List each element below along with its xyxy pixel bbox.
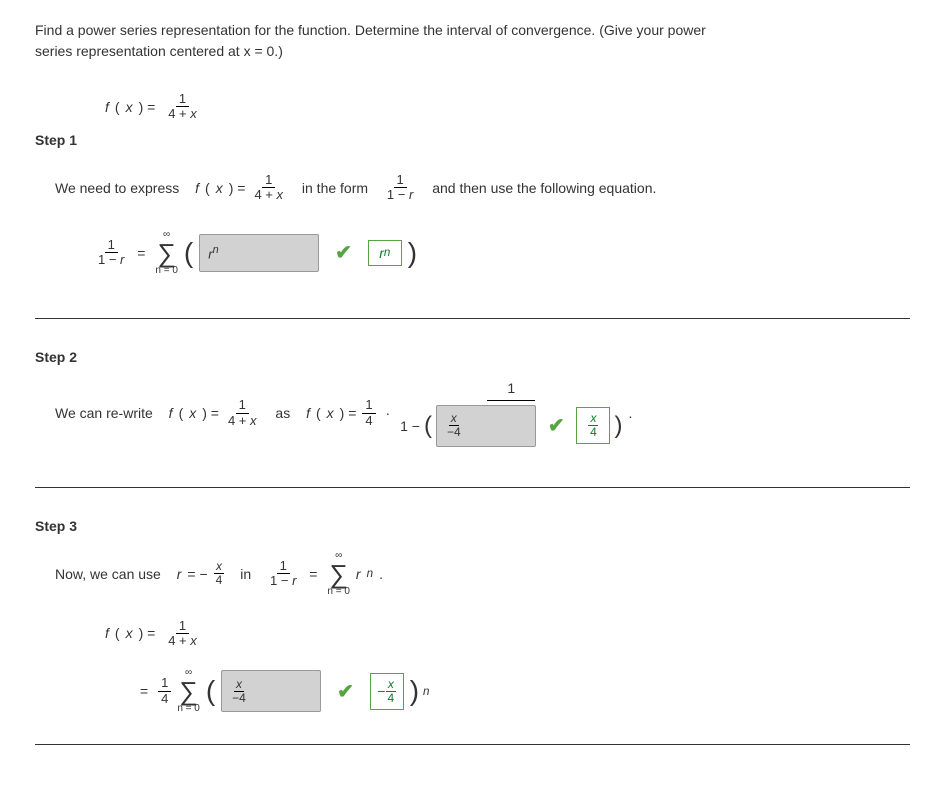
step-2-header: Step 2 <box>35 349 910 365</box>
step-3-correct-answer: − x 4 <box>370 673 404 710</box>
separator-bottom <box>35 744 910 745</box>
step-1-answer-input[interactable]: rn <box>199 234 319 272</box>
step-3-line: Now, we can use r = − x 4 in 1 1 − r = ∞… <box>55 549 910 599</box>
separator <box>35 487 910 488</box>
step-1-text-line: We need to express f(x) = 1 4 + x in the… <box>55 163 910 213</box>
step-2-answer-input[interactable]: x −4 <box>436 405 536 447</box>
step-3-header: Step 3 <box>35 518 910 534</box>
check-icon: ✔ <box>335 240 352 265</box>
function-definition: f(x) = 1 4 + x <box>105 92 910 122</box>
step-2-line: We can re-write f(x) = 1 4 + x as f(x) =… <box>55 380 910 447</box>
step-2-correct-answer: x 4 <box>576 407 610 444</box>
step-2: Step 2 We can re-write f(x) = 1 4 + x as… <box>35 349 910 447</box>
step-1-correct-answer: rn <box>368 240 402 266</box>
step-3-fx: f(x) = 1 4 + x <box>105 619 910 649</box>
check-icon: ✔ <box>337 679 354 704</box>
step-1-equation: 1 1 − r = ∞ ∑ n = 0 ( rn ✔ rn ) <box>95 228 910 278</box>
step-3-equation: = 1 4 ∞ ∑ n = 0 ( x −4 ✔ − x 4 )n <box>140 668 910 714</box>
step-3-answer-input[interactable]: x −4 <box>221 670 321 712</box>
question-text: Find a power series representation for t… <box>35 20 910 62</box>
step-1: Step 1 We need to express f(x) = 1 4 + x… <box>35 132 910 278</box>
step-1-header: Step 1 <box>35 132 910 148</box>
check-icon: ✔ <box>548 413 565 438</box>
separator <box>35 318 910 319</box>
step-3: Step 3 Now, we can use r = − x 4 in 1 1 … <box>35 518 910 715</box>
